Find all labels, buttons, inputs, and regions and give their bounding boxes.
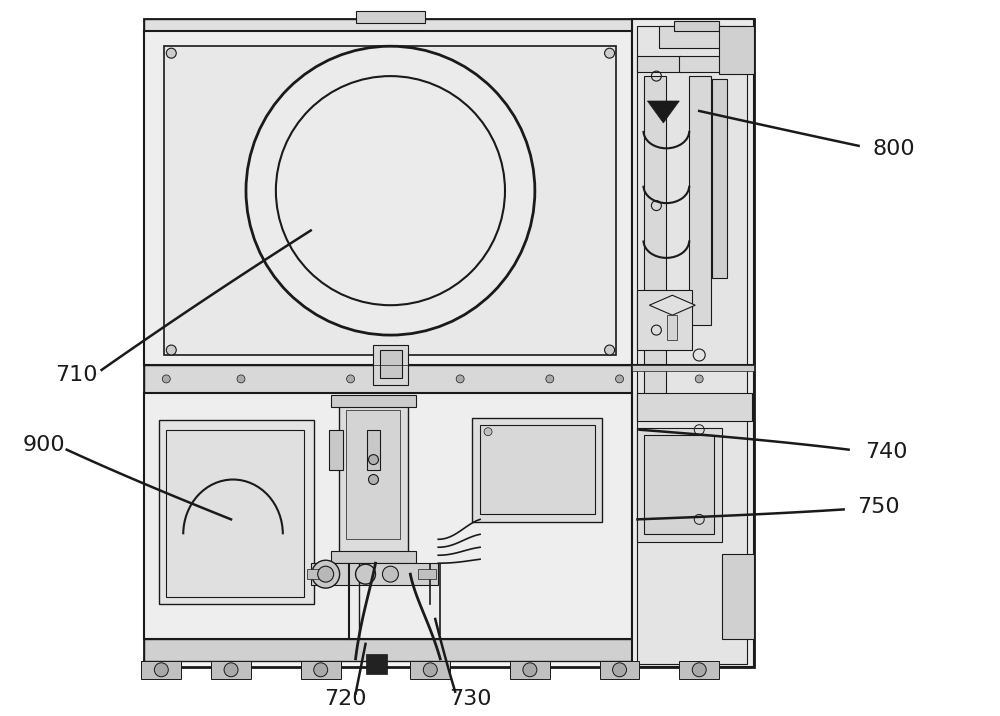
Bar — [410, 661, 450, 679]
Circle shape — [605, 345, 615, 355]
Circle shape — [484, 427, 492, 436]
Bar — [211, 661, 251, 679]
Bar — [356, 11, 425, 24]
Bar — [674, 21, 719, 32]
Bar — [418, 569, 436, 579]
Bar — [159, 420, 314, 604]
Bar — [659, 26, 724, 48]
Bar — [144, 32, 632, 365]
Bar — [637, 393, 752, 421]
Circle shape — [692, 663, 706, 677]
Circle shape — [347, 375, 355, 383]
Circle shape — [523, 663, 537, 677]
Circle shape — [314, 663, 328, 677]
Bar — [510, 661, 550, 679]
Bar — [637, 427, 722, 542]
Circle shape — [356, 564, 375, 584]
Bar — [144, 19, 754, 667]
Bar — [637, 56, 682, 72]
Bar — [644, 435, 714, 534]
Circle shape — [369, 475, 378, 485]
Circle shape — [613, 663, 627, 677]
Bar — [144, 639, 754, 661]
Bar — [637, 290, 692, 350]
Bar — [141, 661, 181, 679]
Bar — [679, 56, 744, 72]
Bar — [637, 26, 747, 664]
Bar — [144, 393, 632, 639]
Text: 710: 710 — [55, 365, 98, 385]
Bar — [722, 554, 754, 639]
Bar — [679, 661, 719, 679]
Bar — [632, 365, 754, 371]
Bar — [329, 430, 343, 470]
Bar — [144, 19, 754, 32]
Bar — [164, 47, 616, 355]
Circle shape — [318, 566, 334, 582]
Circle shape — [166, 345, 176, 355]
Bar — [367, 430, 380, 470]
Circle shape — [246, 47, 535, 335]
Circle shape — [224, 663, 238, 677]
Text: 750: 750 — [857, 498, 900, 518]
Circle shape — [546, 375, 554, 383]
Circle shape — [605, 48, 615, 58]
Circle shape — [616, 375, 624, 383]
Circle shape — [369, 455, 378, 465]
Bar — [712, 79, 727, 279]
Bar — [366, 654, 387, 674]
Bar — [644, 76, 666, 415]
Bar — [311, 563, 438, 585]
Bar — [339, 400, 408, 554]
Bar — [166, 430, 304, 597]
Circle shape — [382, 566, 398, 582]
Bar — [301, 661, 341, 679]
Text: 900: 900 — [22, 435, 65, 455]
Circle shape — [423, 663, 437, 677]
Circle shape — [456, 375, 464, 383]
Bar — [632, 19, 754, 667]
Polygon shape — [649, 295, 695, 315]
Bar — [667, 315, 677, 340]
Bar — [480, 425, 595, 514]
Text: 800: 800 — [872, 139, 915, 159]
Circle shape — [154, 663, 168, 677]
Bar — [144, 365, 754, 393]
Text: 720: 720 — [324, 689, 367, 709]
Bar — [307, 569, 329, 579]
Text: 740: 740 — [865, 442, 908, 462]
Bar — [719, 26, 754, 74]
Bar — [373, 345, 408, 385]
Bar — [472, 417, 602, 523]
Bar — [346, 410, 400, 539]
Polygon shape — [647, 101, 679, 123]
Bar — [600, 661, 639, 679]
Bar — [331, 395, 416, 407]
Circle shape — [695, 375, 703, 383]
Text: 730: 730 — [449, 689, 491, 709]
Circle shape — [312, 560, 340, 588]
Bar — [331, 551, 416, 563]
Circle shape — [166, 48, 176, 58]
Circle shape — [162, 375, 170, 383]
Bar — [380, 350, 402, 378]
Circle shape — [237, 375, 245, 383]
Bar — [689, 76, 711, 325]
